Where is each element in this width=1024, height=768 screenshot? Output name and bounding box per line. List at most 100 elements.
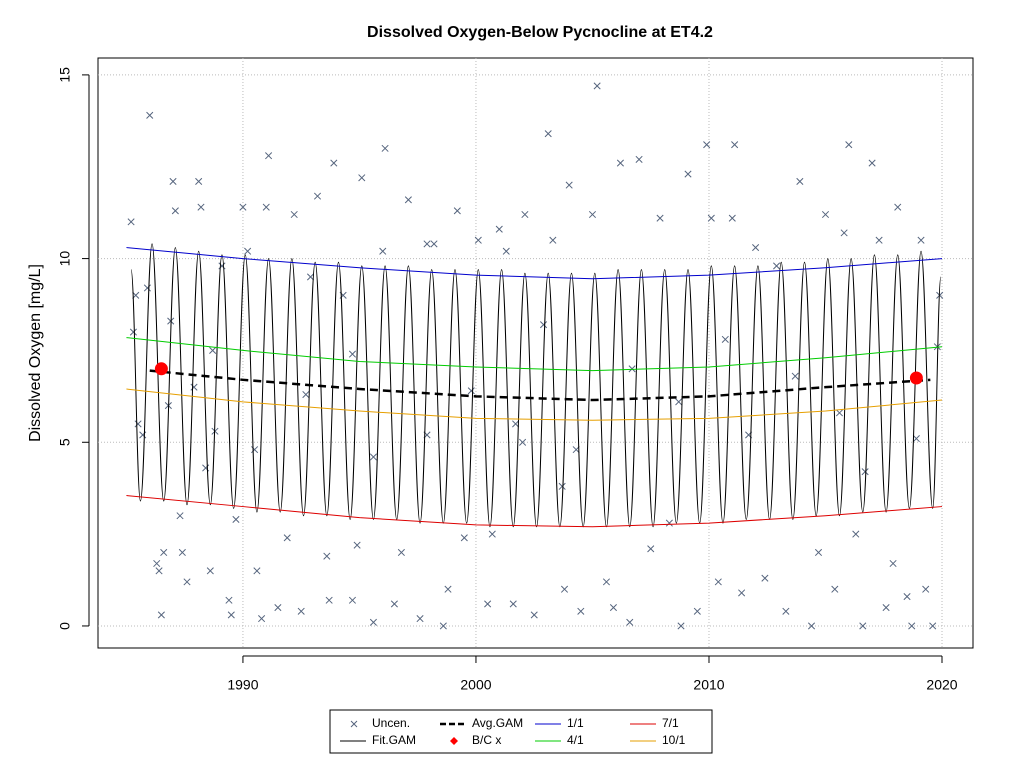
data-point (861, 468, 869, 476)
data-point (558, 482, 566, 490)
data-point (154, 362, 168, 376)
data-point (160, 548, 168, 557)
data-point (549, 236, 557, 244)
data-point (397, 548, 405, 557)
series-line (126, 388, 943, 421)
grid (98, 58, 973, 648)
data-point (626, 618, 634, 626)
data-point (416, 615, 424, 623)
data-point (265, 152, 273, 160)
data-point (588, 210, 597, 219)
data-point (262, 203, 270, 211)
data-point (143, 284, 151, 292)
data-point (917, 236, 925, 244)
data-point (195, 177, 203, 185)
data-point (423, 240, 431, 248)
data-point (157, 611, 165, 619)
data-point (560, 585, 569, 593)
data-point (239, 203, 247, 211)
data-point (868, 159, 876, 167)
series-line (126, 337, 943, 372)
plot-frame (97, 57, 974, 649)
data-point (807, 622, 816, 630)
data-point (703, 141, 711, 149)
data-point (495, 225, 503, 233)
data-point (821, 210, 830, 219)
data-point (665, 519, 673, 527)
data-point (253, 567, 261, 575)
data-point (728, 214, 736, 222)
data-point (444, 585, 452, 593)
legend-item: 1/1 (535, 716, 584, 730)
data-point (225, 596, 233, 604)
data-point (509, 600, 517, 608)
data-point (721, 335, 729, 343)
data-point (369, 453, 377, 461)
legend-label: 7/1 (662, 716, 679, 730)
data-point (290, 210, 298, 219)
data-point (831, 585, 839, 593)
data-point (684, 170, 692, 178)
data-point (132, 291, 140, 299)
legend-item: Uncen. (350, 716, 410, 730)
data-point (544, 130, 552, 138)
legend-item: B/C x (450, 733, 501, 747)
data-point (323, 552, 331, 560)
legend-box (329, 709, 713, 754)
data-point (134, 420, 142, 428)
data-point (714, 578, 722, 586)
data-point (439, 622, 447, 630)
data-point (227, 611, 235, 619)
data-point (677, 622, 685, 630)
data-point (283, 534, 291, 542)
data-point (565, 181, 573, 189)
data-point (616, 159, 624, 167)
data-point (738, 589, 746, 597)
data-point (488, 530, 496, 538)
data-point (209, 346, 217, 354)
data-point (325, 596, 333, 604)
data-point (675, 398, 683, 406)
series-line (126, 247, 943, 280)
legend-symbol (350, 720, 358, 728)
data-point (791, 372, 799, 380)
legend-label: Avg.GAM (472, 716, 523, 730)
x-tick-label: 2010 (693, 677, 724, 693)
data-point (602, 578, 611, 586)
data-point (852, 530, 860, 538)
data-point (330, 159, 338, 167)
series-line (126, 495, 943, 528)
data-point (232, 515, 240, 523)
data-point (155, 567, 163, 575)
data-point (251, 446, 259, 454)
data-point (693, 607, 701, 615)
data-point (752, 244, 760, 252)
data-point (484, 600, 492, 608)
data-point (453, 207, 461, 215)
legend-item: Avg.GAM (440, 716, 523, 730)
data-point (577, 607, 585, 615)
data-point (512, 420, 520, 428)
data-point (539, 321, 548, 329)
data-point (467, 387, 475, 395)
y-tick-label: 10 (57, 251, 73, 267)
data-point (369, 618, 377, 626)
data-point (348, 350, 357, 358)
data-point (306, 273, 315, 281)
data-point (912, 435, 920, 443)
legend-item: 7/1 (630, 716, 679, 730)
data-point (460, 534, 468, 542)
data-point (647, 545, 655, 553)
data-point (430, 240, 438, 248)
data-point (302, 390, 310, 399)
data-point (313, 192, 322, 200)
x-tick-label: 1990 (227, 677, 258, 693)
legend-label: Fit.GAM (372, 733, 416, 747)
data-point (519, 438, 527, 446)
legend-item: Fit.GAM (340, 733, 416, 747)
legend-item: 4/1 (535, 733, 584, 747)
data-point (390, 600, 398, 608)
data-point (731, 141, 739, 149)
data-point (127, 218, 135, 226)
